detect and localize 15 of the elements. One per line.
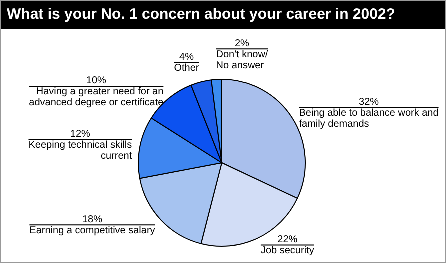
data-label: 18%: [82, 214, 103, 226]
slice-label: Other: [174, 63, 200, 74]
slice-label: Job security: [260, 246, 314, 257]
chart-title: What is your No. 1 concern about your career in 2002?: [1, 1, 445, 29]
data-label: 4%: [180, 52, 194, 64]
data-label: 2%: [234, 38, 250, 50]
slice-label: Earning a competitive salary: [30, 225, 156, 236]
legend-label: Don't know/ No answer: [216, 49, 268, 72]
slice-label: Having a greater need for an advanced degree or certificate: [29, 86, 164, 109]
slice-label: Being able to balance work and family demands: [299, 108, 439, 130]
data-label: 22%: [278, 234, 298, 246]
slice-label: Keeping technical skills current: [28, 140, 132, 162]
data-label: 10%: [86, 76, 107, 87]
data-label: 32%: [359, 97, 380, 108]
data-label: 12%: [70, 129, 91, 140]
